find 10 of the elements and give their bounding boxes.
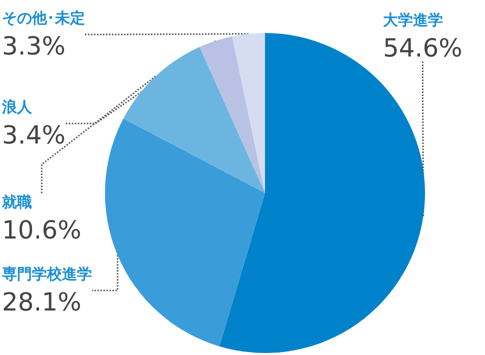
slice-label: その他･未定 (2, 9, 85, 27)
slice-label: 就職 (1, 193, 32, 211)
slice-label: 大学進学 (383, 11, 443, 29)
slice-label: 浪人 (1, 98, 33, 116)
data-label: 3.4% (2, 120, 66, 150)
data-label: 28.1% (2, 288, 82, 316)
data-label: 10.6% (2, 216, 82, 244)
slice-label: 専門学校進学 (1, 265, 92, 283)
data-label: 54.6% (383, 34, 462, 62)
data-label: 3.3% (2, 32, 66, 60)
